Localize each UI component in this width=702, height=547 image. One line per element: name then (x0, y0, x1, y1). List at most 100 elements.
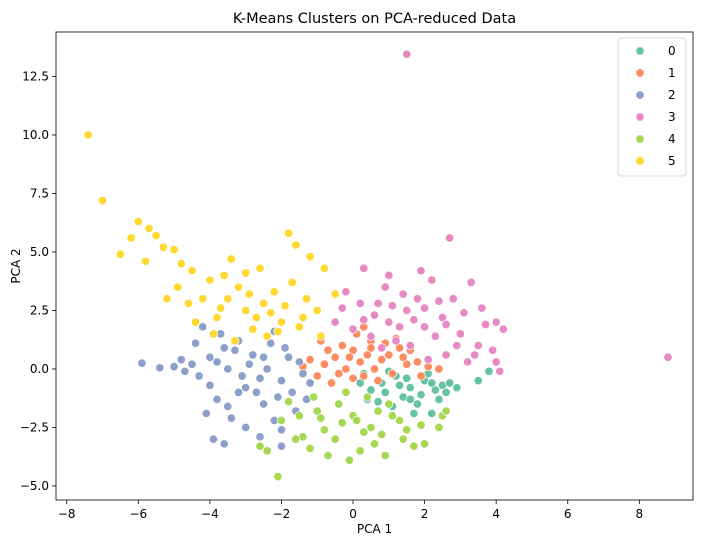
point-cluster-5 (276, 317, 287, 327)
y-axis-ticks: −5.0 −2.5 0.0 2.5 5.0 7.5 10.0 12.5 (20, 69, 56, 493)
point-cluster-4 (284, 397, 294, 407)
point-cluster-3 (412, 294, 422, 304)
point-cluster-0 (445, 378, 455, 388)
point-cluster-2 (241, 383, 251, 393)
point-cluster-3 (480, 319, 490, 330)
point-cluster-4 (416, 420, 426, 430)
point-cluster-1 (359, 371, 369, 381)
point-cluster-5 (251, 312, 261, 323)
point-cluster-4 (377, 429, 387, 440)
point-cluster-2 (273, 392, 283, 402)
x-tick-label: 4 (492, 507, 500, 521)
point-cluster-2 (298, 369, 308, 379)
x-axis-label: PCA 1 (357, 522, 392, 536)
point-cluster-2 (198, 322, 208, 332)
y-tick-label: 7.5 (30, 186, 49, 200)
y-tick-label: 5.0 (30, 245, 49, 259)
point-cluster-5 (144, 224, 154, 234)
point-cluster-2 (237, 371, 247, 381)
x-tick-label: −2 (273, 507, 291, 521)
point-cluster-1 (312, 371, 322, 381)
point-cluster-5 (223, 294, 233, 304)
y-tick-label: −2.5 (20, 420, 49, 434)
point-cluster-0 (405, 394, 415, 404)
point-cluster-2 (233, 387, 244, 397)
point-cluster-5 (330, 289, 340, 299)
point-cluster-1 (327, 378, 337, 388)
point-cluster-4 (355, 446, 365, 456)
point-cluster-5 (291, 240, 301, 250)
point-cluster-2 (169, 362, 179, 372)
point-cluster-1 (348, 373, 358, 383)
point-cluster-2 (276, 376, 287, 386)
point-cluster-3 (366, 331, 376, 341)
point-cluster-2 (280, 343, 290, 353)
point-cluster-4 (291, 434, 301, 444)
point-cluster-0 (484, 366, 494, 376)
point-cluster-4 (330, 434, 340, 444)
point-cluster-2 (201, 408, 211, 418)
chart-title: K-Means Clusters on PCA-reduced Data (233, 11, 516, 27)
point-cluster-5 (191, 317, 201, 327)
point-cluster-5 (212, 312, 222, 323)
x-axis-ticks: −8 −6 −4 −2 0 2 4 6 8 (58, 500, 643, 521)
point-cluster-2 (137, 358, 147, 368)
point-cluster-1 (373, 376, 383, 386)
point-cluster-3 (455, 329, 465, 339)
point-cluster-2 (230, 345, 240, 355)
point-cluster-2 (176, 355, 186, 365)
point-cluster-3 (441, 319, 451, 330)
point-cluster-2 (259, 399, 269, 409)
point-cluster-4 (262, 446, 272, 456)
point-cluster-5 (316, 331, 326, 341)
point-cluster-5 (259, 298, 269, 308)
point-cluster-5 (162, 294, 172, 304)
point-cluster-2 (219, 439, 229, 449)
point-cluster-3 (452, 341, 462, 351)
legend-marker-3 (635, 112, 645, 122)
point-cluster-1 (384, 350, 394, 360)
point-cluster-4 (309, 392, 319, 402)
series-3 (330, 49, 673, 376)
point-cluster-3 (402, 305, 412, 316)
point-cluster-0 (427, 378, 437, 388)
point-cluster-0 (412, 399, 422, 409)
point-cluster-5 (198, 294, 208, 304)
point-cluster-1 (319, 359, 329, 369)
point-cluster-1 (344, 352, 354, 362)
point-cluster-2 (276, 441, 287, 451)
point-cluster-5 (269, 287, 279, 297)
point-cluster-1 (348, 345, 358, 355)
point-cluster-5 (266, 308, 276, 318)
point-cluster-5 (151, 231, 161, 241)
point-cluster-0 (430, 385, 440, 395)
point-cluster-3 (384, 317, 394, 327)
point-cluster-2 (255, 432, 265, 442)
point-cluster-1 (366, 343, 376, 353)
legend-marker-1 (635, 68, 645, 78)
point-cluster-4 (312, 406, 322, 416)
point-cluster-4 (384, 399, 394, 409)
point-cluster-3 (373, 298, 383, 308)
point-cluster-0 (441, 387, 451, 397)
point-cluster-2 (180, 366, 190, 376)
point-cluster-3 (405, 341, 415, 351)
point-cluster-2 (223, 401, 233, 411)
point-cluster-1 (387, 369, 397, 379)
point-cluster-1 (341, 364, 351, 374)
point-cluster-4 (387, 411, 397, 421)
y-tick-label: 12.5 (22, 69, 49, 83)
point-cluster-3 (466, 277, 476, 287)
point-cluster-1 (330, 352, 340, 362)
point-cluster-3 (423, 355, 433, 365)
point-cluster-5 (244, 289, 254, 299)
point-cluster-4 (337, 418, 347, 428)
legend-marker-4 (635, 134, 645, 144)
point-cluster-3 (330, 317, 340, 327)
point-cluster-1 (369, 364, 380, 374)
point-cluster-2 (248, 350, 258, 360)
point-cluster-4 (402, 425, 412, 435)
point-cluster-2 (205, 380, 215, 390)
point-cluster-4 (409, 441, 419, 451)
